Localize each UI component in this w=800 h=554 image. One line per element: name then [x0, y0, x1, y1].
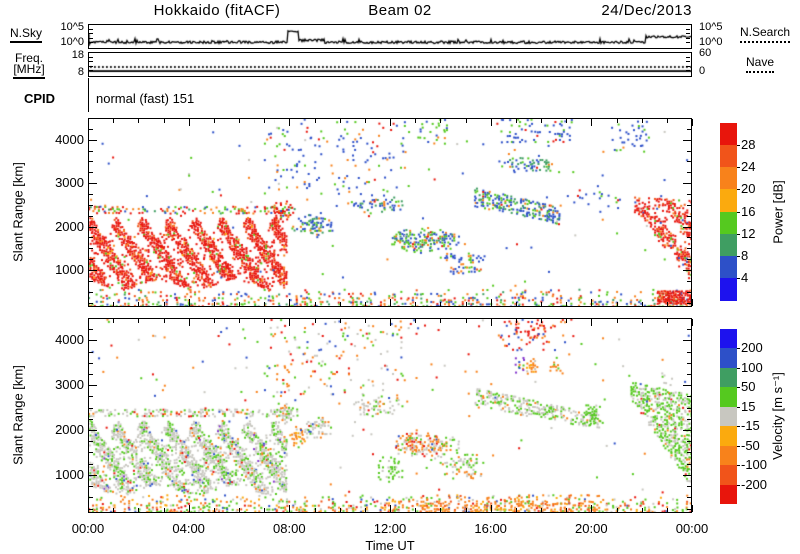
x-tick — [692, 505, 693, 512]
beam-label: Beam 02 — [368, 2, 432, 19]
power-colorbar-tick — [737, 277, 740, 279]
x-tick-label: 16:00 — [474, 521, 507, 536]
y-tick-label: 3000 — [55, 175, 84, 191]
power-colorbar-segment — [720, 167, 737, 190]
cpid-label: CPID — [24, 91, 56, 106]
cpid-axis-line — [88, 78, 89, 112]
freq-tick-bottom-left: 8 — [77, 66, 84, 78]
cpid-value: normal (fast) 151 — [96, 91, 195, 106]
y-tick-label: 1000 — [55, 262, 84, 278]
plot-title: Hokkaido (fitACF) — [153, 2, 281, 19]
nave-legend-label: Nave — [746, 55, 775, 73]
nsky-tick-bottom-right: 10^0 — [699, 36, 723, 48]
power-colorbar-label: Power [dB] — [770, 180, 786, 244]
x-tick-label: 00:00 — [675, 521, 709, 536]
velocity-colorbar-tick — [737, 387, 740, 389]
power-colorbar-tick — [737, 233, 740, 235]
velocity-colorbar-label: Velocity [m s⁻¹] — [770, 372, 785, 460]
velocity-colorbar-segment — [720, 367, 737, 388]
power-colorbar-segment — [720, 233, 737, 257]
power-colorbar-segment — [720, 255, 737, 279]
power-colorbar-segment — [720, 277, 737, 301]
velocity-heatmap — [88, 318, 692, 513]
nsky-tick-top-left: 10^5 — [60, 21, 84, 33]
power-colorbar-tick — [737, 145, 740, 147]
velocity-colorbar-segment — [720, 329, 737, 349]
velocity-colorbar-tick — [737, 484, 740, 486]
freq-label-line1: Freq. — [14, 51, 43, 65]
nave-tick-bottom: 0 — [699, 65, 706, 77]
x-tick-label: 00:00 — [71, 521, 105, 536]
nave-tick-top: 60 — [699, 47, 712, 59]
y-tick-label: 2000 — [55, 218, 84, 234]
velocity-colorbar-tick — [737, 465, 740, 467]
power-colorbar-tick — [737, 167, 740, 169]
power-colorbar-tick — [737, 189, 740, 191]
x-tick-label: 20:00 — [575, 521, 608, 536]
velocity-colorbar-segment — [720, 426, 737, 447]
x-tick — [692, 299, 693, 306]
y-tick-label: 1000 — [55, 466, 84, 482]
power-colorbar-tick — [737, 211, 740, 213]
nsky-legend-label: N.Sky — [10, 26, 43, 43]
nsearch-legend-label: N.Search — [740, 25, 791, 43]
velocity-colorbar-segment — [720, 348, 737, 369]
velocity-colorbar-segment — [720, 387, 737, 408]
power-colorbar-tick-label: 24 — [741, 159, 756, 175]
x-tick — [692, 119, 693, 126]
velocity-colorbar-segment — [720, 465, 737, 486]
sky-noise-trace — [88, 24, 692, 49]
power-colorbar-segment — [720, 211, 737, 235]
y-tick-label: 4000 — [55, 332, 84, 348]
power-colorbar-tick-label: 4 — [741, 269, 749, 285]
velocity-colorbar-tick — [737, 426, 740, 428]
freq-tick-top-left: 18 — [71, 49, 84, 61]
velocity-colorbar-segment — [720, 484, 737, 505]
velocity-colorbar-tick — [737, 348, 740, 350]
nsky-tick-bottom-left: 10^0 — [60, 36, 84, 48]
x-tick — [692, 319, 693, 326]
x-tick-label: 08:00 — [273, 521, 306, 536]
velocity-colorbar-tick-label: -200 — [741, 476, 768, 492]
x-axis-label: Time UT — [365, 538, 415, 553]
velocity-colorbar-segment — [720, 406, 737, 427]
power-colorbar-segment — [720, 145, 737, 168]
y-tick-label: 2000 — [55, 422, 84, 438]
date-label: 24/Dec/2013 — [601, 2, 692, 19]
velocity-colorbar-tick — [737, 406, 740, 408]
x-tick-label: 04:00 — [172, 521, 205, 536]
power-colorbar-tick — [737, 255, 740, 257]
velocity-colorbar-tick-label: 200 — [741, 340, 763, 356]
power-colorbar-tick-label: 28 — [741, 137, 756, 153]
frequency-trace — [88, 52, 692, 77]
y-tick-label: 3000 — [55, 377, 84, 393]
power-heatmap — [88, 118, 692, 307]
velocity-colorbar-tick — [737, 367, 740, 369]
x-tick-label: 12:00 — [373, 521, 407, 536]
nsky-tick-top-right: 10^5 — [699, 21, 723, 33]
velocity-y-axis-label: Slant Range [km] — [10, 365, 26, 465]
freq-label-line2: [MHz] — [13, 62, 45, 79]
power-colorbar-segment — [720, 123, 737, 146]
velocity-colorbar-tick — [737, 445, 740, 447]
power-colorbar-segment — [720, 189, 737, 212]
y-tick-label: 4000 — [55, 131, 84, 147]
power-colorbar-tick-label: 8 — [741, 247, 749, 263]
power-y-axis-label: Slant Range [km] — [10, 162, 26, 262]
velocity-colorbar-segment — [720, 445, 737, 466]
